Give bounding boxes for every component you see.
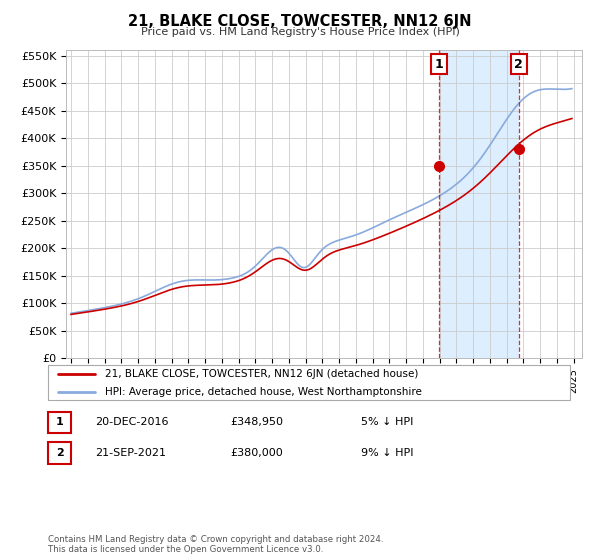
Bar <box>439 50 518 358</box>
Text: £348,950: £348,950 <box>230 417 284 427</box>
Text: 21, BLAKE CLOSE, TOWCESTER, NN12 6JN: 21, BLAKE CLOSE, TOWCESTER, NN12 6JN <box>128 14 472 29</box>
Text: Price paid vs. HM Land Registry's House Price Index (HPI): Price paid vs. HM Land Registry's House … <box>140 27 460 37</box>
Text: £380,000: £380,000 <box>230 447 283 458</box>
Text: 2: 2 <box>514 58 523 71</box>
Text: 1: 1 <box>56 417 64 427</box>
Text: 20-DEC-2016: 20-DEC-2016 <box>95 417 169 427</box>
Text: 21, BLAKE CLOSE, TOWCESTER, NN12 6JN (detached house): 21, BLAKE CLOSE, TOWCESTER, NN12 6JN (de… <box>106 369 419 379</box>
FancyBboxPatch shape <box>48 442 71 464</box>
Text: Contains HM Land Registry data © Crown copyright and database right 2024.: Contains HM Land Registry data © Crown c… <box>48 535 383 544</box>
Text: 2: 2 <box>56 447 64 458</box>
Text: 5% ↓ HPI: 5% ↓ HPI <box>361 417 413 427</box>
Text: HPI: Average price, detached house, West Northamptonshire: HPI: Average price, detached house, West… <box>106 386 422 396</box>
Text: 9% ↓ HPI: 9% ↓ HPI <box>361 447 414 458</box>
Text: 21-SEP-2021: 21-SEP-2021 <box>95 447 166 458</box>
Text: This data is licensed under the Open Government Licence v3.0.: This data is licensed under the Open Gov… <box>48 545 323 554</box>
Text: 1: 1 <box>435 58 443 71</box>
FancyBboxPatch shape <box>48 365 570 400</box>
FancyBboxPatch shape <box>48 412 71 433</box>
